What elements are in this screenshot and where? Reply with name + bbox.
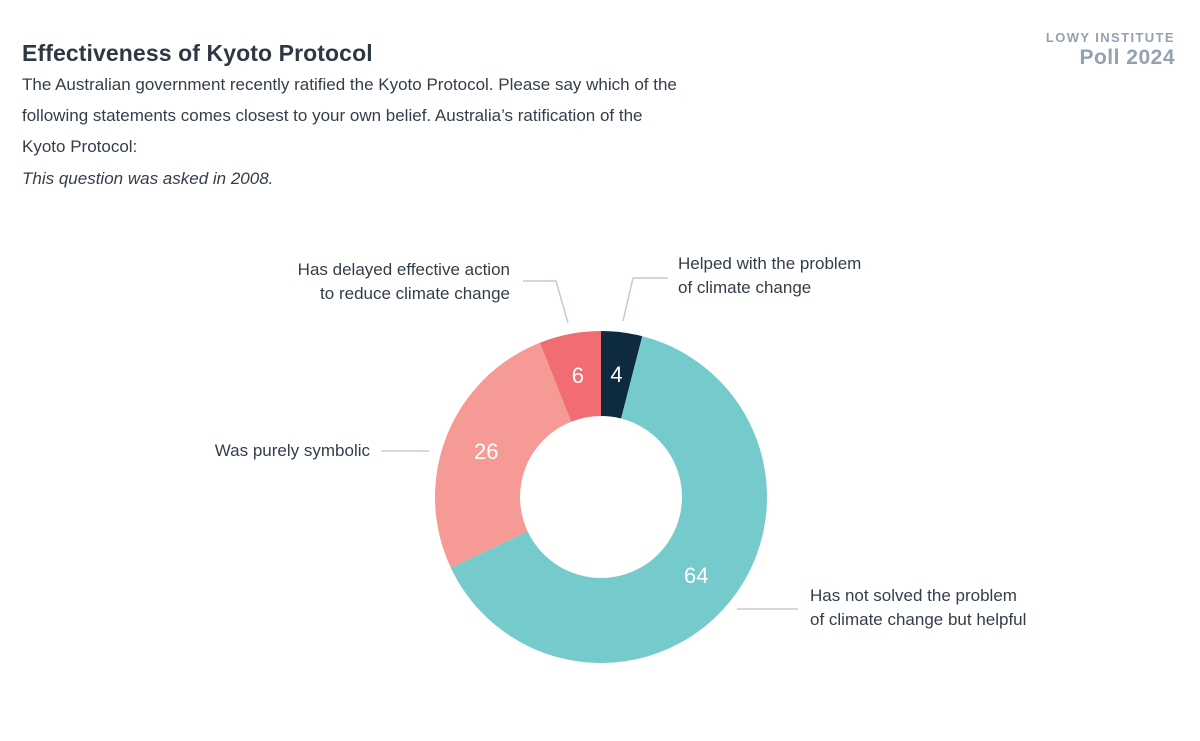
segment-value-label: 6 <box>572 363 584 388</box>
leader-line-delayed <box>523 280 569 324</box>
segment-value-label: 26 <box>474 439 498 464</box>
question-year-note: This question was asked in 2008. <box>22 169 274 188</box>
callout-notsolved-label: Has not solved the problem of climate ch… <box>810 586 1027 629</box>
lowy-institute-logo: LOWY INSTITUTE Poll 2024 <box>1046 30 1175 70</box>
callout-delayed-label: Has delayed effective action to reduce c… <box>297 260 510 303</box>
segment-value-label: 4 <box>610 362 622 387</box>
question-line: following statements comes closest to yo… <box>22 106 643 125</box>
donut-segment-3[interactable] <box>539 331 601 422</box>
callout-symbolic-label: Was purely symbolic <box>214 441 370 460</box>
donut-segment-2[interactable] <box>435 342 572 568</box>
logo-poll-year-text: Poll 2024 <box>1079 46 1175 69</box>
question-line: The Australian government recently ratif… <box>22 75 677 94</box>
survey-question-text: The Australian government recently ratif… <box>22 69 677 162</box>
leader-line-helped <box>622 277 668 322</box>
donut-segment-1[interactable] <box>450 336 767 663</box>
logo-institute-text: LOWY INSTITUTE <box>1045 30 1175 45</box>
segment-value-label: 64 <box>684 563 708 588</box>
question-line: Kyoto Protocol: <box>22 137 138 156</box>
donut-segment-0[interactable] <box>601 330 643 419</box>
callout-helped-label: Helped with the problem of climate chang… <box>678 254 862 297</box>
page-title: Effectiveness of Kyoto Protocol <box>22 40 373 67</box>
